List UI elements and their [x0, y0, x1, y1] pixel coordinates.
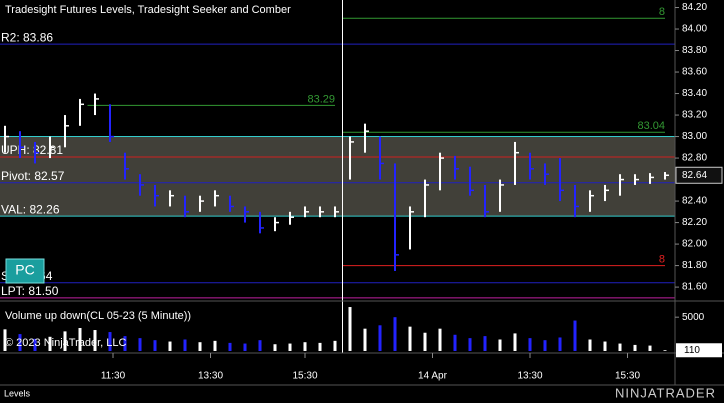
volume-bar	[258, 340, 262, 351]
volume-bar	[618, 343, 622, 351]
volume-bar	[78, 328, 82, 351]
volume-bar	[303, 342, 307, 351]
v-tick-label: 5000	[682, 312, 705, 323]
volume-bar	[513, 333, 517, 351]
y-tick-label: 82.80	[682, 153, 707, 164]
volume-bar	[528, 338, 532, 351]
volume-bar	[453, 334, 457, 351]
level-label: R2: 83.86	[1, 30, 53, 44]
tab-label[interactable]: Levels	[4, 388, 31, 398]
current-volume-box	[676, 343, 722, 358]
volume-bar	[348, 307, 352, 351]
current-price-box	[675, 166, 723, 184]
level-label: LPT: 81.50	[1, 284, 59, 298]
x-tick-label: 13:30	[198, 371, 223, 382]
volume-bar	[363, 328, 367, 351]
volume-bar	[228, 342, 232, 351]
copyright: © 2023 NinjaTrader, LLC	[5, 337, 126, 349]
marker-label: 8	[659, 253, 665, 265]
logo: NINJATRADER	[615, 385, 716, 400]
volume-bar	[3, 329, 7, 351]
current-price: 82.64	[682, 170, 707, 181]
y-tick-label: 83.00	[682, 131, 707, 142]
volume-bar	[483, 336, 487, 351]
volume-bar	[108, 332, 112, 351]
volume-bar	[408, 326, 412, 351]
volume-bar	[663, 350, 667, 351]
level-label: VAL: 82.26	[1, 202, 60, 216]
y-tick-label: 83.20	[682, 110, 707, 121]
volume-bar	[573, 320, 577, 351]
x-tick-label: 11:30	[101, 371, 126, 382]
marker-label: 83.29	[307, 93, 335, 105]
volume-bar	[168, 341, 172, 351]
volume-bar	[198, 342, 202, 351]
volume-bar	[183, 339, 187, 351]
y-tick-label: 84.20	[682, 2, 707, 13]
volume-bar	[138, 338, 142, 351]
pc-button-label[interactable]: PC	[15, 262, 34, 278]
y-tick-label: 82.40	[682, 196, 707, 207]
y-tick-label: 82.00	[682, 239, 707, 250]
level-label: Pivot: 82.57	[1, 169, 65, 183]
volume-bar	[543, 340, 547, 351]
marker-label: 8	[659, 6, 665, 18]
volume-bar	[603, 341, 607, 351]
volume-bar	[393, 317, 397, 351]
level-label: UPH: 82.81	[1, 143, 63, 157]
chart-title: Tradesight Futures Levels, Tradesight Se…	[5, 4, 291, 16]
volume-bar	[93, 330, 97, 351]
y-tick-label: 83.40	[682, 88, 707, 99]
x-tick-label: 15:30	[615, 371, 640, 382]
volume-bar	[333, 340, 337, 351]
y-tick-label: 82.20	[682, 217, 707, 228]
volume-bar	[153, 340, 157, 351]
y-tick-label: 84.00	[682, 24, 707, 35]
volume-bar	[213, 340, 217, 351]
volume-bar	[123, 336, 127, 351]
current-volume: 110	[684, 345, 700, 356]
volume-bar	[273, 344, 277, 351]
volume-bar	[243, 343, 247, 351]
x-tick-label: 14 Apr	[418, 371, 448, 382]
volume-bar	[498, 339, 502, 351]
volume-bar	[48, 336, 52, 351]
volume-bar	[633, 344, 637, 351]
volume-bar	[288, 343, 292, 351]
y-tick-label: 81.80	[682, 260, 707, 271]
volume-bar	[588, 339, 592, 351]
value-area	[0, 136, 675, 217]
volume-bar	[18, 334, 22, 351]
y-tick-label: 83.60	[682, 67, 707, 78]
volume-bar	[438, 328, 442, 351]
volume-title: Volume up down(CL 05-23 (5 Minute))	[5, 310, 191, 322]
volume-bar	[33, 338, 37, 351]
volume-bar	[318, 342, 322, 351]
x-tick-label: 15:30	[292, 371, 317, 382]
y-tick-label: 83.80	[682, 45, 707, 56]
volume-bar	[423, 332, 427, 351]
volume-bar	[558, 337, 562, 351]
y-tick-label: 81.60	[682, 282, 707, 293]
volume-bar	[63, 331, 67, 351]
x-tick-label: 13:30	[517, 371, 542, 382]
volume-bar	[378, 325, 382, 351]
volume-bar	[648, 345, 652, 351]
pc-button[interactable]	[5, 258, 45, 284]
marker-label: 83.04	[637, 120, 665, 132]
volume-bar	[468, 338, 472, 351]
